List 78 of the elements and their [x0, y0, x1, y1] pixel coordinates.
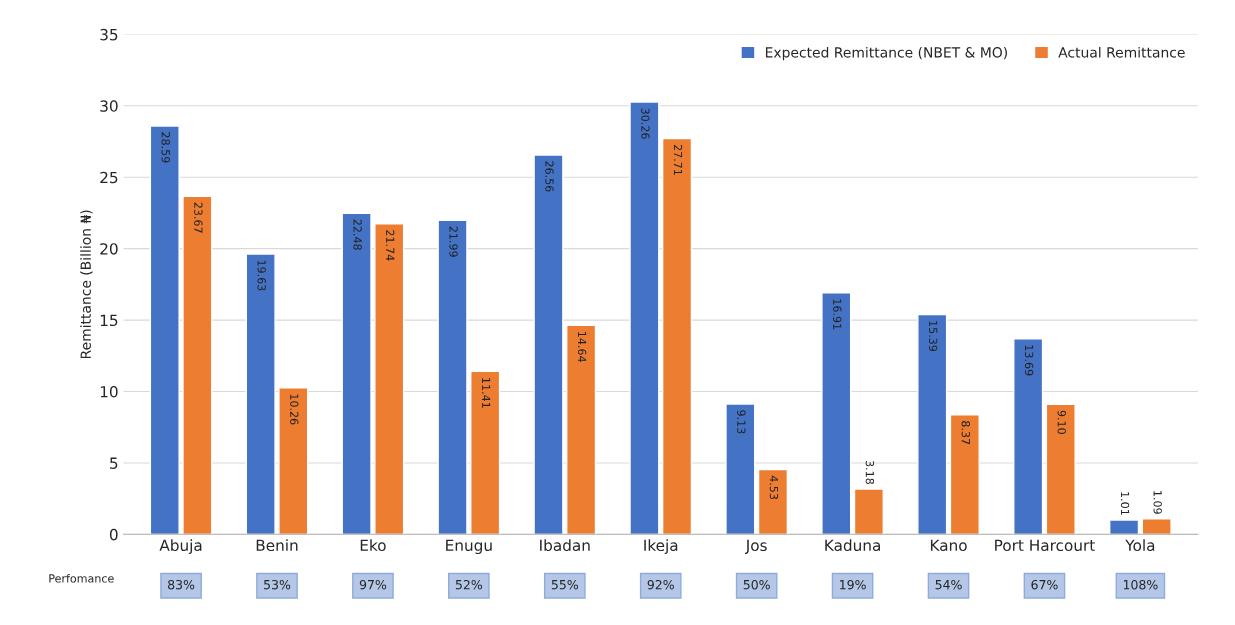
bar: [1013, 338, 1044, 535]
data-label: 16.91: [833, 299, 842, 330]
data-label: 15.39: [928, 321, 938, 352]
y-tick-label: 35: [100, 28, 118, 41]
x-tick-label: Benin: [256, 539, 298, 552]
data-label: 22.48: [353, 219, 362, 250]
bar: [341, 212, 372, 535]
y-tick-label: 20: [100, 243, 118, 255]
bar: [1141, 518, 1172, 535]
x-tick-label: Abuja: [159, 539, 202, 555]
text: 97%: [359, 579, 387, 590]
bar: [757, 468, 789, 535]
data-label: 3.18: [865, 460, 875, 485]
data-label: 1.09: [1153, 491, 1162, 514]
text: 19%: [840, 579, 866, 590]
data-label: 30.26: [641, 108, 650, 139]
data-label: 14.64: [577, 332, 587, 362]
y-tick-label: 5: [110, 457, 118, 469]
bar: [437, 219, 468, 535]
x-tick-label: Port Harcourt: [995, 539, 1095, 552]
data-label: 19.63: [257, 260, 266, 291]
data-label: 8.37: [961, 421, 971, 445]
text: 54%: [935, 579, 962, 590]
text: 50%: [743, 579, 770, 590]
data-label: 9.10: [1057, 410, 1066, 434]
data-label: 21.74: [386, 230, 395, 261]
bar: [821, 292, 852, 535]
bar: [245, 253, 276, 535]
y-tick-label: 25: [100, 171, 118, 184]
x-tick-label: Kaduna: [825, 539, 880, 552]
text: 53%: [264, 579, 291, 590]
data-label: 27.71: [673, 144, 683, 175]
y-tick-label: 15: [100, 314, 118, 327]
x-tick-label: Enugu: [446, 539, 492, 555]
bar: [1108, 519, 1140, 535]
x-tick-label: Kano: [930, 539, 967, 552]
bar: [949, 414, 980, 535]
x-tick-label: Ibadan: [540, 539, 590, 552]
bar: [661, 137, 693, 535]
bar: [917, 313, 948, 535]
legend-label: Actual Remittance: [1058, 46, 1185, 58]
data-label: 21.99: [449, 226, 458, 257]
x-tick-label: Jos: [744, 539, 767, 554]
data-label: 23.67: [194, 202, 203, 233]
text: 108%: [1123, 579, 1158, 590]
bar: [374, 223, 405, 535]
data-label: 13.69: [1024, 345, 1034, 376]
bar: [278, 387, 309, 535]
bar: [1045, 403, 1076, 535]
y-axis-title: Remittance (Billion ₦): [80, 210, 93, 359]
bar: [182, 195, 213, 535]
text: 92%: [647, 579, 674, 590]
y-tick-label: 30: [100, 100, 118, 112]
y-tick-label: 0: [109, 528, 118, 541]
text: 67%: [1031, 579, 1058, 590]
x-tick-label: Ikeja: [644, 539, 678, 555]
text: 52%: [455, 579, 483, 590]
text: Perfomance: [49, 574, 114, 583]
legend-label: Expected Remittance (NBET & MO): [765, 46, 1007, 61]
data-label: 28.59: [161, 132, 170, 163]
text: 55%: [551, 579, 578, 590]
data-label: 10.26: [290, 394, 299, 425]
data-label: 11.41: [482, 378, 491, 408]
y-tick-label: 10: [100, 385, 118, 398]
bar: [566, 324, 597, 535]
data-label: 26.56: [545, 161, 554, 192]
text: 83%: [168, 579, 195, 590]
bar: [149, 125, 180, 535]
bar: [470, 370, 501, 535]
data-label: 1.01: [1120, 492, 1130, 515]
bar: [725, 403, 756, 535]
data-label: 9.13: [737, 410, 746, 434]
bar: [853, 488, 884, 535]
data-label: 4.53: [769, 475, 779, 500]
x-tick-label: Eko: [360, 539, 386, 552]
bar: [533, 154, 564, 535]
bar: [629, 101, 660, 535]
x-tick-label: Yola: [1125, 539, 1155, 552]
